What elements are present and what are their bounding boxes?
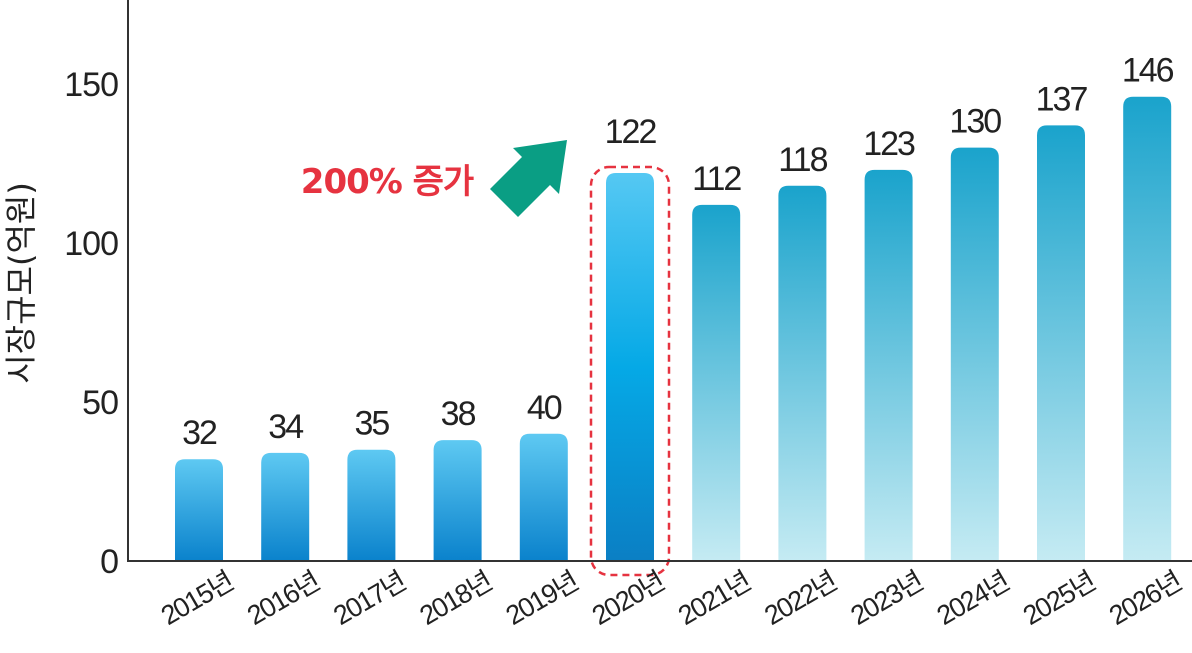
y-tick-label: 0: [100, 543, 118, 581]
data-label: 32: [182, 414, 217, 452]
bar: [261, 452, 310, 561]
x-tick-label: 2022년: [759, 566, 841, 631]
x-tick-label: 2017년: [328, 566, 410, 631]
data-label: 112: [692, 160, 741, 198]
x-tick-label: 2015년: [156, 566, 238, 631]
y-tick-label: 150: [64, 66, 118, 104]
x-tick-label: 2019년: [501, 566, 583, 631]
data-label: 122: [605, 113, 657, 151]
data-label: 130: [949, 103, 1001, 141]
up-arrow-icon: [490, 140, 567, 217]
x-tick-label: 2016년: [242, 566, 324, 631]
highlight-box: [589, 165, 671, 577]
data-label: 38: [441, 395, 476, 433]
data-label: 137: [1036, 80, 1088, 118]
x-tick-label: 2024년: [932, 566, 1014, 631]
x-tick-label: 2023년: [846, 566, 928, 631]
bars: [175, 96, 1172, 577]
x-tick-label: 2021년: [673, 566, 755, 631]
y-axis-label: 시장규모(억원): [2, 182, 40, 384]
bar: [433, 440, 482, 561]
annotation: 200% 증가: [301, 140, 567, 217]
bar: [1123, 96, 1172, 561]
x-tick-label: 2018년: [415, 566, 497, 631]
y-tick-label: 100: [64, 225, 118, 263]
x-tick-label: 2026년: [1104, 566, 1186, 631]
bar: [692, 204, 741, 561]
bar: [778, 185, 827, 561]
bar: [950, 147, 999, 561]
bar: [175, 459, 223, 561]
bar: [606, 173, 654, 562]
annotation-text: 200% 증가: [301, 162, 474, 202]
data-label: 40: [527, 389, 562, 427]
y-ticks: 0 50 100 150: [64, 66, 119, 581]
data-label: 146: [1122, 52, 1174, 90]
bar: [864, 169, 913, 562]
x-ticks: 2015년 2016년 2017년 2018년 2019년 2020년 2021년 2022년…: [156, 566, 1186, 631]
data-label: 123: [863, 125, 915, 163]
data-labels: 32 34 35 38 40 122 112 118 123 130 137 146: [182, 52, 1176, 453]
bar: [1037, 125, 1085, 561]
x-tick-label: 2025년: [1018, 566, 1100, 631]
y-tick-label: 50: [82, 384, 118, 422]
bar: [347, 449, 396, 561]
bar: [519, 433, 568, 561]
data-label: 34: [268, 408, 303, 446]
data-label: 118: [778, 141, 827, 179]
data-label: 35: [354, 405, 389, 443]
